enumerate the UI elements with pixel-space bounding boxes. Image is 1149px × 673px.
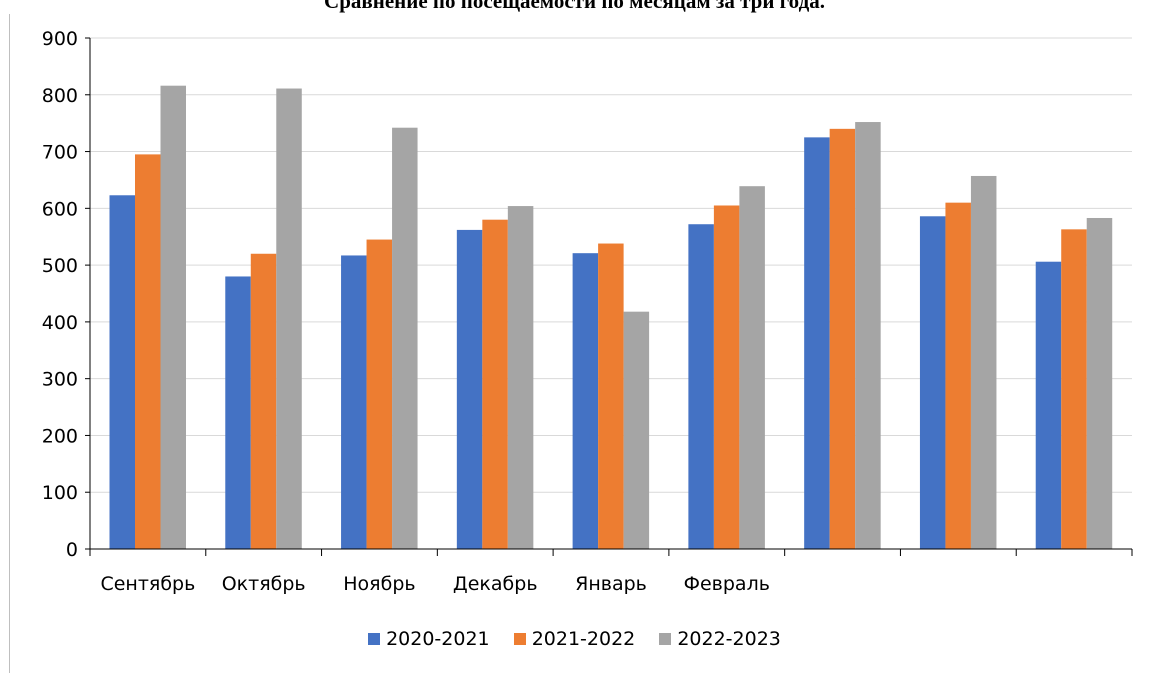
x-category-label: Декабрь	[453, 573, 538, 595]
legend-label-series-2: 2021-2022	[531, 628, 636, 650]
bar-series-1-3	[341, 255, 367, 549]
bar-series-2-5	[598, 243, 624, 549]
bar-series-3-9	[1086, 217, 1113, 550]
x-category-label: Февраль	[684, 573, 770, 595]
y-tick-label: 500	[42, 255, 78, 277]
x-category-label: Январь	[575, 573, 647, 595]
bar-series-2-6	[713, 205, 740, 549]
chart-frame-border	[9, 14, 10, 673]
bar-series-2-9	[1061, 229, 1087, 549]
y-tick-label: 0	[66, 539, 78, 561]
legend: 2020-2021 2021-2022 2022-2023	[0, 628, 1149, 650]
y-tick-label: 200	[42, 425, 78, 447]
bar-series-2-4	[482, 219, 508, 549]
bar-series-1-7	[804, 137, 830, 549]
chart-title: Сравнение по посещаемости по месяцам за …	[324, 0, 825, 13]
bar-series-2-7	[829, 128, 856, 549]
bar-series-1-1	[109, 195, 135, 549]
y-tick-label: 100	[42, 482, 78, 504]
legend-item-series-2: 2021-2022	[513, 628, 636, 650]
legend-label-series-3: 2022-2023	[677, 628, 781, 650]
legend-label-series-1: 2020-2021	[386, 628, 490, 650]
y-tick-label: 800	[42, 85, 78, 107]
bar-series-2-2	[250, 253, 277, 549]
legend-swatch-series-2	[513, 633, 526, 645]
bar-series-3-1	[160, 85, 186, 550]
legend-swatch-series-1	[368, 633, 381, 645]
bar-series-2-8	[945, 202, 971, 549]
x-axis: Сентябрь Октябрь Ноябрь Декабрь Январь Феврал…	[89, 548, 1133, 595]
y-axis: 0 100 200 300 400 500 600 700 800 900	[42, 28, 91, 561]
legend-item-series-1: 2020-2021	[368, 628, 490, 650]
bar-series-1-5	[572, 253, 599, 549]
bar-series-3-6	[739, 186, 765, 549]
bar-series-3-5	[623, 311, 650, 549]
y-tick-label: 700	[42, 142, 78, 164]
bars	[109, 85, 1113, 550]
bar-series-2-1	[135, 154, 161, 549]
bar-series-3-8	[970, 175, 997, 549]
x-category-label: Октябрь	[222, 573, 306, 595]
bar-series-3-3	[392, 127, 418, 549]
y-tick-label: 900	[42, 28, 78, 50]
bar-series-1-6	[688, 224, 714, 549]
x-category-label: Сентябрь	[100, 573, 195, 595]
bar-series-3-2	[276, 88, 302, 549]
bar-series-1-8	[919, 216, 946, 549]
x-category-label: Ноябрь	[343, 573, 415, 595]
bar-series-2-3	[366, 239, 393, 550]
legend-item-series-3: 2022-2023	[659, 628, 781, 650]
legend-swatch-series-3	[659, 633, 672, 645]
bar-series-3-7	[855, 122, 881, 549]
bar-series-1-9	[1035, 261, 1062, 549]
y-tick-label: 600	[42, 198, 78, 220]
bar-series-1-2	[225, 276, 251, 549]
y-tick-label: 400	[42, 312, 78, 334]
bar-series-3-4	[507, 206, 534, 549]
bar-series-1-4	[456, 229, 483, 550]
y-tick-label: 300	[42, 369, 78, 391]
